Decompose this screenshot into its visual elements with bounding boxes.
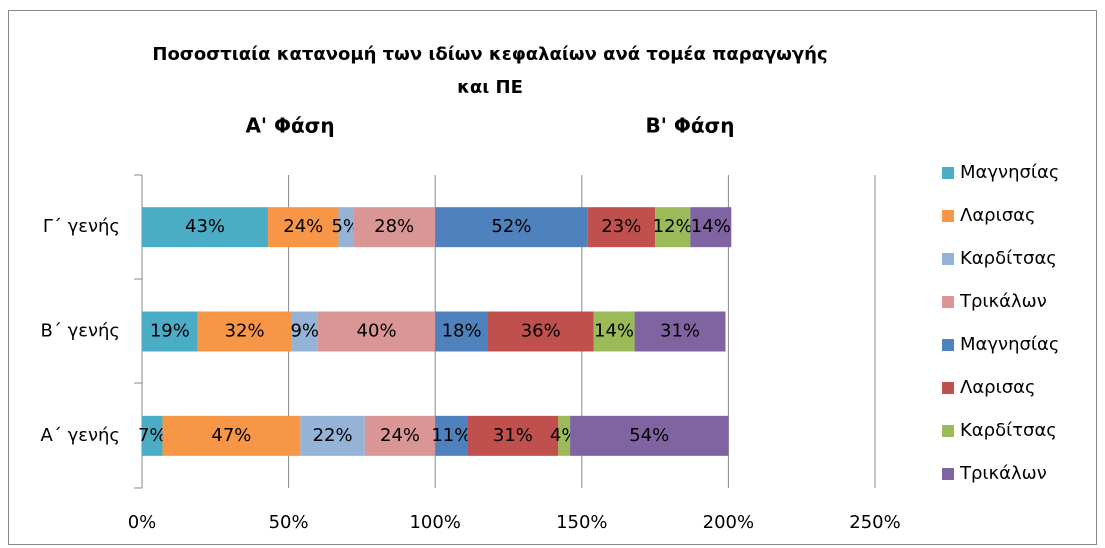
bar bbox=[300, 415, 365, 456]
bar bbox=[197, 311, 292, 352]
bar bbox=[558, 415, 571, 456]
bar bbox=[142, 311, 198, 352]
x-tick-label: 150% bbox=[556, 512, 607, 533]
bar bbox=[593, 311, 635, 352]
legend-label: Καρδίτσας bbox=[960, 248, 1057, 269]
legend-swatch bbox=[942, 382, 954, 394]
data-label: 24% bbox=[283, 216, 323, 237]
bar bbox=[435, 207, 588, 248]
data-label: 19% bbox=[150, 321, 190, 342]
x-tick-label: 100% bbox=[409, 512, 460, 533]
legend-label: Μαγνησίας bbox=[960, 334, 1059, 355]
chart-border bbox=[8, 10, 1097, 545]
bar bbox=[435, 415, 468, 456]
bar bbox=[291, 311, 318, 352]
chart-title: και ΠΕ bbox=[457, 77, 523, 98]
bar bbox=[487, 311, 594, 352]
legend-swatch bbox=[942, 425, 954, 437]
legend-label: Καρδίτσας bbox=[960, 420, 1057, 441]
bar bbox=[570, 415, 729, 456]
data-label: 47% bbox=[211, 425, 251, 446]
data-label: 24% bbox=[380, 425, 420, 446]
legend-label: Τρικάλων bbox=[959, 291, 1047, 312]
bar bbox=[467, 415, 559, 456]
data-label: 31% bbox=[660, 321, 700, 342]
legend-swatch bbox=[942, 253, 954, 265]
data-label: 5% bbox=[331, 216, 360, 237]
bar bbox=[142, 207, 269, 248]
data-label: 14% bbox=[594, 321, 634, 342]
x-tick-label: 0% bbox=[128, 512, 157, 533]
bar bbox=[634, 311, 726, 352]
x-tick-label: 50% bbox=[269, 512, 309, 533]
data-label: 18% bbox=[442, 321, 482, 342]
data-label: 22% bbox=[313, 425, 353, 446]
legend-swatch bbox=[942, 339, 954, 351]
y-tick-label: Γ΄ γενής bbox=[43, 216, 120, 237]
data-label: 32% bbox=[225, 321, 265, 342]
annotation: Α' Φάση bbox=[245, 114, 334, 138]
y-tick-label: Α΄ γενής bbox=[41, 425, 120, 446]
data-label: 7% bbox=[138, 425, 167, 446]
bar bbox=[162, 415, 301, 456]
bar bbox=[655, 207, 691, 248]
data-label: 12% bbox=[653, 216, 693, 237]
bar bbox=[338, 207, 354, 248]
data-label: 28% bbox=[374, 216, 414, 237]
data-label: 11% bbox=[431, 425, 471, 446]
x-tick-label: 200% bbox=[703, 512, 754, 533]
chart-title: Ποσοστιαία κατανομή των ιδίων κεφαλαίων … bbox=[152, 44, 827, 65]
data-label: 52% bbox=[491, 216, 531, 237]
data-label: 36% bbox=[521, 321, 561, 342]
legend-swatch bbox=[942, 468, 954, 480]
annotation: Β' Φάση bbox=[646, 114, 735, 138]
legend-swatch bbox=[942, 167, 954, 179]
legend-swatch bbox=[942, 210, 954, 222]
bar bbox=[353, 207, 436, 248]
bar bbox=[435, 311, 488, 352]
data-label: 40% bbox=[357, 321, 397, 342]
data-label: 23% bbox=[601, 216, 641, 237]
y-tick-label: Β΄ γενής bbox=[41, 321, 120, 342]
data-label: 14% bbox=[691, 216, 731, 237]
legend-label: Μαγνησίας bbox=[960, 162, 1059, 183]
data-label: 9% bbox=[290, 321, 319, 342]
bar bbox=[268, 207, 339, 248]
legend-label: Τρικάλων bbox=[959, 463, 1047, 484]
bar bbox=[587, 207, 656, 248]
data-label: 31% bbox=[493, 425, 533, 446]
legend-label: Λαρισας bbox=[960, 205, 1036, 226]
bar bbox=[690, 207, 732, 248]
bar bbox=[364, 415, 436, 456]
data-label: 54% bbox=[629, 425, 669, 446]
bar bbox=[317, 311, 436, 352]
bar bbox=[142, 415, 163, 456]
data-label: 43% bbox=[185, 216, 225, 237]
x-tick-label: 250% bbox=[849, 512, 900, 533]
legend-label: Λαρισας bbox=[960, 377, 1036, 398]
legend-swatch bbox=[942, 296, 954, 308]
